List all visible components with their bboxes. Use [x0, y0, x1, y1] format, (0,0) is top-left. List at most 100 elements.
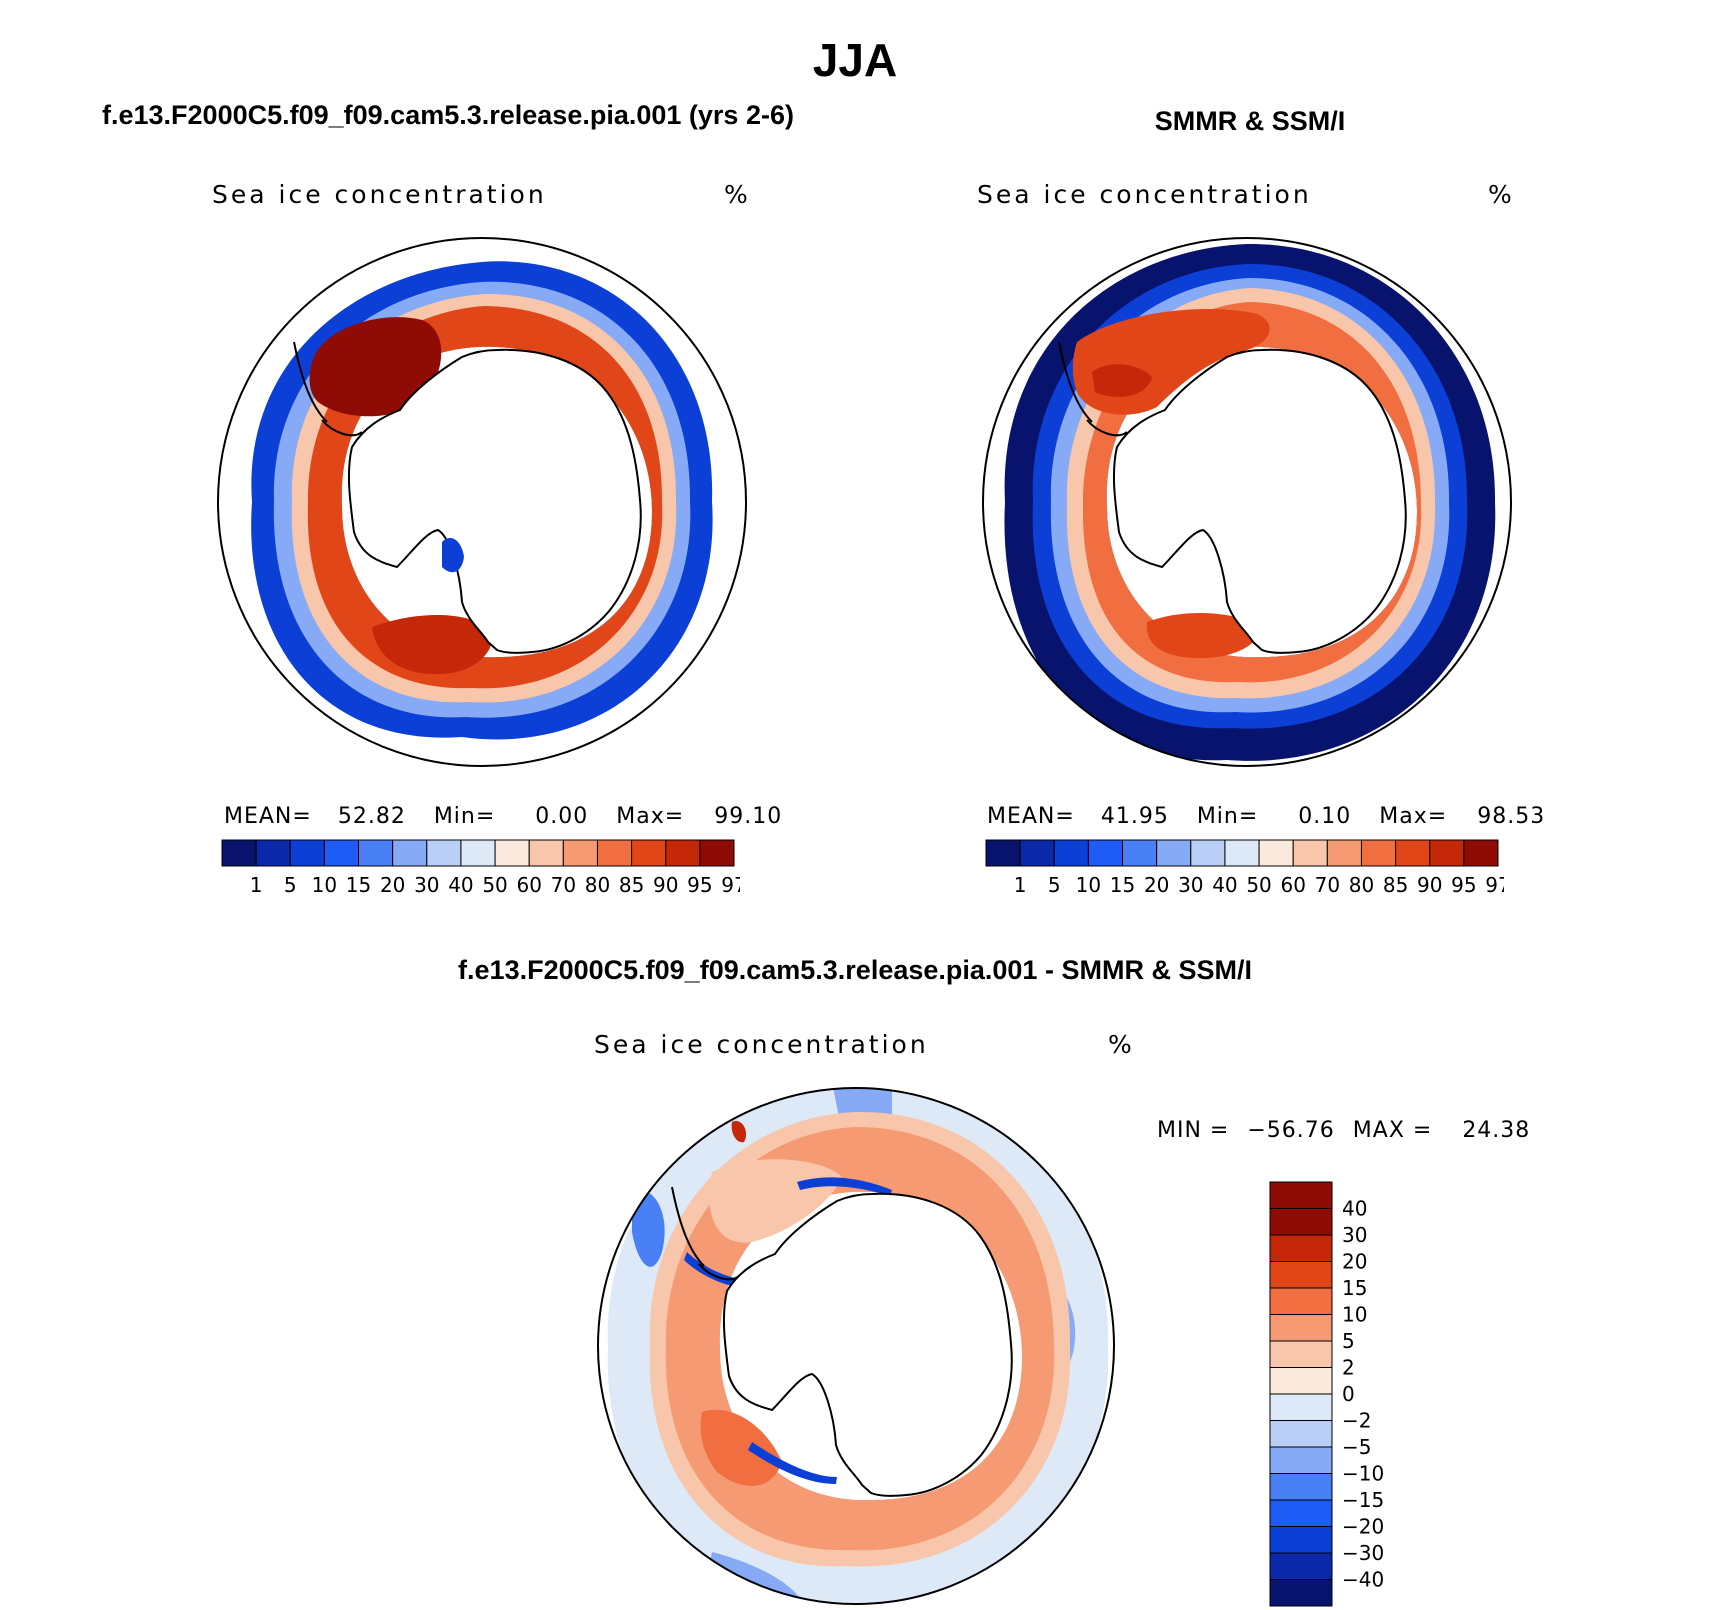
colorbar-tick-label: 50	[1246, 873, 1271, 897]
colorbar-tick-label: 5	[1048, 873, 1061, 897]
colorbar-swatch	[1269, 1552, 1333, 1580]
colorbar-tick-label: 40	[1212, 873, 1237, 897]
colorbar-swatch	[665, 839, 701, 867]
colorbar-swatch	[392, 839, 428, 867]
colorbar-swatch	[255, 839, 291, 867]
colorbar-tick-label: 30	[1178, 873, 1203, 897]
colorbar-swatch	[631, 839, 667, 867]
min-label: Min=	[433, 804, 496, 829]
figure-title: JJA	[812, 34, 898, 86]
colorbar-swatch	[1269, 1181, 1333, 1209]
colorbar-tick-label: −2	[1342, 1409, 1371, 1433]
colorbar-swatch	[985, 839, 1021, 867]
min-label: MIN =	[1157, 1118, 1230, 1143]
map-boundary-circle	[597, 1087, 1115, 1605]
units-label-obs: %	[1488, 180, 1513, 209]
colorbar-tick-label: 1	[250, 873, 263, 897]
max-value: 99.10	[714, 804, 783, 829]
max-label: Max=	[1379, 804, 1448, 829]
colorbar-tick-label: 80	[585, 873, 610, 897]
variable-label-model: Sea ice concentration	[212, 180, 547, 209]
colorbar-swatch	[358, 839, 394, 867]
colorbar-swatch	[1156, 839, 1192, 867]
stats-model: MEAN= 52.82 Min= 0.00 Max= 99.10	[224, 803, 781, 831]
stats-diff: MIN = −56.76 MAX = 24.38	[1157, 1117, 1530, 1145]
stats-obs: MEAN= 41.95 Min= 0.10 Max= 98.53	[987, 803, 1544, 831]
colorbar-swatch	[460, 839, 496, 867]
colorbar-tick-label: 90	[653, 873, 678, 897]
polar-map-diff	[597, 1087, 1115, 1605]
colorbar-tick-label: −20	[1342, 1515, 1384, 1539]
colorbar-swatch	[1019, 839, 1055, 867]
colorbar-tick-label: 40	[448, 873, 473, 897]
colorbar-swatch	[1269, 1208, 1333, 1236]
colorbar-swatch	[596, 839, 633, 867]
colorbar-tick-label: 97	[721, 873, 740, 897]
map-boundary-circle	[217, 237, 747, 767]
colorbar-swatch	[1224, 839, 1260, 867]
panel-heading-obs: SMMR & SSM/I	[1154, 106, 1346, 136]
colorbar-swatch	[1122, 839, 1158, 867]
colorbar-swatch	[1326, 839, 1362, 867]
colorbar-tick-label: −30	[1342, 1541, 1384, 1565]
max-value: 24.38	[1462, 1118, 1531, 1143]
colorbar-swatch	[1360, 839, 1397, 867]
colorbar-tick-label: 15	[1342, 1276, 1367, 1300]
colorbar-swatch	[699, 839, 735, 867]
colorbar-tick-label: 70	[551, 873, 576, 897]
colorbar-swatch	[494, 839, 530, 867]
colorbar-tick-label: 30	[414, 873, 439, 897]
colorbar-swatch	[1269, 1499, 1333, 1527]
colorbar-swatch	[1269, 1287, 1333, 1315]
colorbar-model: 15 10 15 20 30 40 50 60 70 80 85 90 95 97	[221, 839, 740, 897]
colorbar-swatch	[1269, 1393, 1333, 1421]
colorbar-swatch	[1269, 1261, 1333, 1289]
colorbar-tick-label: −40	[1342, 1568, 1384, 1592]
colorbar-swatch	[1269, 1234, 1333, 1262]
colorbar-tick-label: 15	[346, 873, 371, 897]
colorbar-tick-label: 30	[1342, 1223, 1367, 1247]
panel-heading-model: f.e13.F2000C5.f09_f09.cam5.3.release.pia…	[102, 100, 794, 130]
colorbar-swatch	[1053, 839, 1089, 867]
colorbar-tick-label: 10	[1076, 873, 1101, 897]
colorbar-tick-label: −10	[1342, 1462, 1384, 1486]
colorbar-swatch	[1087, 839, 1124, 867]
colorbar-tick-label: 70	[1315, 873, 1340, 897]
difference-field	[607, 1088, 1109, 1603]
max-value: 98.53	[1477, 804, 1546, 829]
colorbar-swatch	[426, 839, 462, 867]
colorbar-tick-label: 10	[312, 873, 337, 897]
sea-ice-field-obs	[1004, 243, 1496, 761]
colorbar-tick-label: 5	[1342, 1329, 1355, 1353]
colorbar-swatch	[1269, 1340, 1333, 1368]
colorbar-swatch	[1292, 839, 1328, 867]
colorbar-swatch	[1269, 1526, 1333, 1554]
min-value: 0.00	[535, 804, 589, 829]
sea-ice-field-model	[251, 261, 713, 740]
colorbar-tick-label: 20	[1144, 873, 1169, 897]
colorbar-tick-label: 90	[1417, 873, 1442, 897]
mean-label: MEAN=	[987, 804, 1075, 829]
map-boundary-circle	[982, 237, 1512, 767]
colorbar-swatch	[1269, 1473, 1333, 1501]
colorbar-tick-label: 85	[1383, 873, 1408, 897]
polar-map-obs	[982, 237, 1512, 767]
colorbar-tick-label: 60	[516, 873, 541, 897]
colorbar-tick-label: 20	[380, 873, 405, 897]
colorbar-tick-label: 2	[1342, 1356, 1355, 1380]
colorbar-obs: 15 10 15 20 30 40 50 60 70 80 85 90 95 97	[985, 839, 1504, 897]
colorbar-tick-label: 15	[1110, 873, 1135, 897]
colorbar-tick-label: 95	[1451, 873, 1476, 897]
colorbar-swatch	[528, 839, 564, 867]
colorbar-swatch	[1258, 839, 1294, 867]
max-label: Max=	[616, 804, 685, 829]
colorbar-swatch	[1269, 1446, 1333, 1474]
mean-label: MEAN=	[224, 804, 312, 829]
colorbar-swatch	[1395, 839, 1431, 867]
colorbar-tick-label: 10	[1342, 1303, 1367, 1327]
min-label: Min=	[1196, 804, 1259, 829]
colorbar-tick-label: 1	[1014, 873, 1027, 897]
colorbar-swatch	[289, 839, 325, 867]
colorbar-tick-label: 20	[1342, 1250, 1367, 1274]
colorbar-tick-label: −5	[1342, 1435, 1371, 1459]
